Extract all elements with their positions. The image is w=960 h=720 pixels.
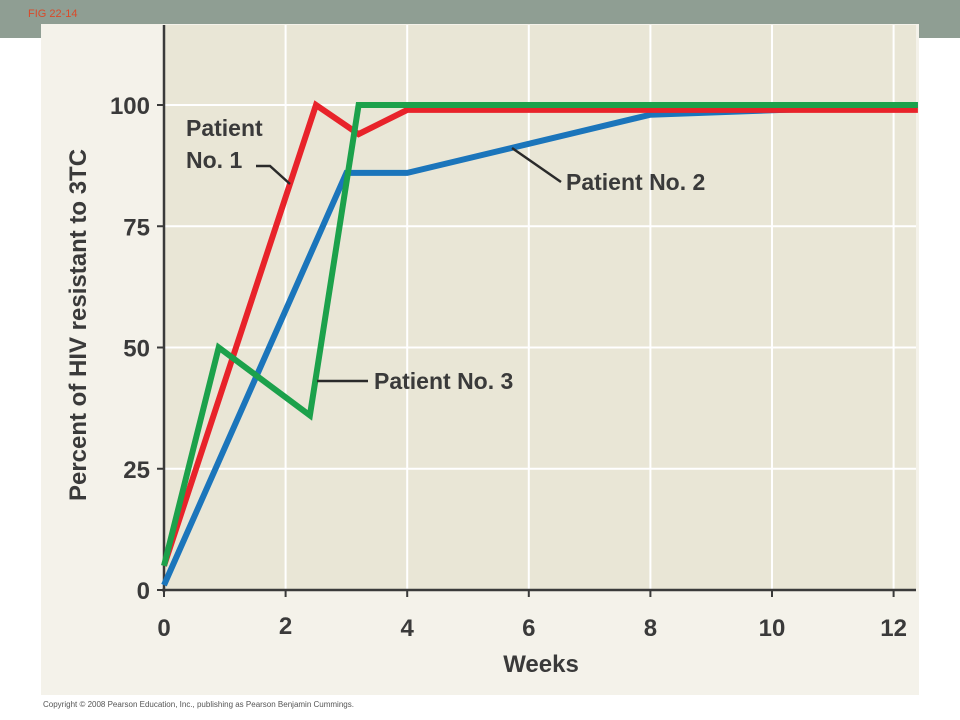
series-line-patient-3	[161, 102, 918, 567]
x-tick-label-6: 6	[522, 615, 535, 642]
x-tick-label-10: 10	[759, 615, 786, 642]
x-tick-labels: 0 2 4 6 8 10 12	[157, 613, 907, 642]
leader-patient-1	[256, 164, 291, 185]
figure-label: FIG 22-14	[28, 8, 78, 20]
y-tick-label-0: 0	[137, 578, 150, 605]
y-tick-label-25: 25	[123, 457, 150, 484]
annotation-patient-1-line1: Patient	[186, 115, 263, 141]
x-tick-label-8: 8	[644, 615, 657, 642]
series-line-patient-1	[161, 100, 918, 567]
annotation-patient-1-line2: No. 1	[186, 147, 242, 173]
series-lines	[161, 100, 919, 587]
annotation-leaders	[256, 146, 562, 383]
x-tick-label-4: 4	[401, 615, 415, 642]
axes	[157, 25, 916, 597]
leader-patient-2	[511, 146, 562, 184]
x-axis-title: Weeks	[503, 651, 579, 678]
annotation-patient-3: Patient No. 3	[374, 368, 513, 394]
x-tick-label-2: 2	[279, 613, 292, 640]
x-tick-label-0: 0	[157, 615, 170, 642]
x-tick-label-12: 12	[880, 615, 907, 642]
y-tick-labels: 0 25 50 75 100	[110, 93, 150, 605]
series-line-patient-2	[161, 102, 919, 587]
y-axis-title: Percent of HIV resistant to 3TC	[65, 149, 92, 501]
annotation-patient-2: Patient No. 2	[566, 169, 705, 195]
y-tick-label-75: 75	[123, 214, 150, 241]
y-tick-label-50: 50	[123, 336, 150, 363]
y-tick-label-100: 100	[110, 93, 150, 120]
copyright-notice: Copyright © 2008 Pearson Education, Inc.…	[43, 700, 354, 709]
